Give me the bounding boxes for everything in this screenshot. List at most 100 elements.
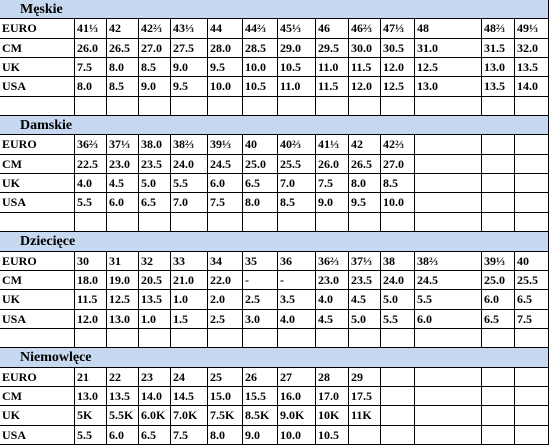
- size-value: 43⅓: [171, 19, 208, 39]
- empty-cell: [75, 328, 107, 349]
- size-value: 12.0: [381, 58, 415, 78]
- size-value: 20.5: [139, 270, 171, 291]
- empty-cell: [415, 135, 482, 155]
- empty-cell: [482, 193, 515, 213]
- size-value: 42: [349, 135, 381, 155]
- empty-cell: [316, 96, 349, 117]
- empty-cell: [171, 212, 208, 233]
- empty-cell: [515, 174, 549, 194]
- size-value: 7.0: [171, 193, 208, 213]
- row-label: EURO: [0, 19, 75, 39]
- row-label: USA: [0, 309, 75, 329]
- empty-cell: [171, 96, 208, 117]
- size-value: 27.0: [139, 38, 171, 59]
- size-value: 4.0: [278, 309, 316, 329]
- empty-cell: [482, 154, 515, 175]
- size-value: 21: [75, 367, 107, 387]
- row-label: CM: [0, 154, 75, 175]
- size-value: 9.5: [208, 58, 243, 78]
- size-value: 5.5: [75, 425, 107, 445]
- empty-cell: [349, 212, 381, 233]
- size-value: 25: [208, 367, 243, 387]
- size-value: 14.0: [139, 386, 171, 407]
- size-value: -: [278, 270, 316, 291]
- size-value: 29.5: [316, 38, 349, 59]
- empty-cell: [482, 135, 515, 155]
- size-value: 44⅔: [243, 19, 278, 39]
- size-value: 6.0: [415, 309, 482, 329]
- row-label: CM: [0, 386, 75, 407]
- size-value: 4.0: [75, 174, 107, 194]
- size-value: 7.5: [316, 174, 349, 194]
- size-value: 27.5: [171, 38, 208, 59]
- size-value: 15.0: [208, 386, 243, 407]
- size-value: 47⅓: [381, 19, 415, 39]
- size-value: 21.0: [171, 270, 208, 291]
- row-label: CM: [0, 38, 75, 59]
- size-value: 11.0: [316, 58, 349, 78]
- empty-cell: [415, 96, 482, 117]
- size-value: 38⅔: [171, 135, 208, 155]
- size-value: 16.0: [278, 386, 316, 407]
- empty-cell: [515, 425, 549, 445]
- size-value: 6.0: [107, 193, 139, 213]
- size-value: 32.0: [515, 38, 549, 59]
- empty-cell: [381, 406, 415, 426]
- size-value: 24.5: [208, 154, 243, 175]
- empty-cell: [515, 406, 549, 426]
- size-value: 46⅔: [349, 19, 381, 39]
- size-value: 10.0: [208, 77, 243, 97]
- size-value: 5.5: [75, 193, 107, 213]
- size-value: 41⅓: [316, 135, 349, 155]
- empty-cell: [208, 328, 243, 349]
- size-value: 31.5: [482, 38, 515, 59]
- size-value: 8.5: [139, 58, 171, 78]
- size-value: 14.5: [171, 386, 208, 407]
- empty-cell: [515, 135, 549, 155]
- empty-cell: [107, 212, 139, 233]
- empty-cell: [381, 212, 415, 233]
- size-value: 10.0: [243, 58, 278, 78]
- size-value: 6.0K: [139, 406, 171, 426]
- empty-cell: [415, 212, 482, 233]
- size-value: 6.5: [515, 290, 549, 310]
- size-value: 4.5: [316, 309, 349, 329]
- size-value: 19.0: [107, 270, 139, 291]
- row-label: USA: [0, 425, 75, 445]
- size-value: 26.0: [75, 38, 107, 59]
- size-value: 25.5: [278, 154, 316, 175]
- size-value: 30.5: [381, 38, 415, 59]
- empty-cell: [415, 367, 482, 387]
- size-value: 46: [316, 19, 349, 39]
- size-value: 10K: [316, 406, 349, 426]
- size-value: 22: [107, 367, 139, 387]
- size-value: 26: [243, 367, 278, 387]
- size-value: 7.0K: [171, 406, 208, 426]
- size-value: 3.5: [278, 290, 316, 310]
- size-value: 25.0: [482, 270, 515, 291]
- size-value: 38⅔: [415, 251, 482, 271]
- size-value: 4.5: [107, 174, 139, 194]
- size-value: 39⅓: [482, 251, 515, 271]
- size-value: 12.5: [415, 58, 482, 78]
- empty-cell: [278, 96, 316, 117]
- empty-cell: [349, 425, 381, 445]
- size-value: 8.0: [349, 174, 381, 194]
- size-value: 8.0: [243, 193, 278, 213]
- section-title: Niemowlęce: [0, 348, 549, 368]
- size-value: 17.0: [316, 386, 349, 407]
- size-value: 38.0: [139, 135, 171, 155]
- size-value: 9.0: [171, 58, 208, 78]
- size-value: 12.0: [75, 309, 107, 329]
- size-value: -: [243, 270, 278, 291]
- size-value: 8.0: [75, 77, 107, 97]
- size-value: 42⅔: [139, 19, 171, 39]
- size-value: 5.5: [381, 309, 415, 329]
- size-value: 6.0: [482, 290, 515, 310]
- size-value: 9.5: [171, 77, 208, 97]
- size-value: 29: [349, 367, 381, 387]
- size-value: 6.0: [107, 425, 139, 445]
- size-value: 23.5: [349, 270, 381, 291]
- empty-cell: [75, 96, 107, 117]
